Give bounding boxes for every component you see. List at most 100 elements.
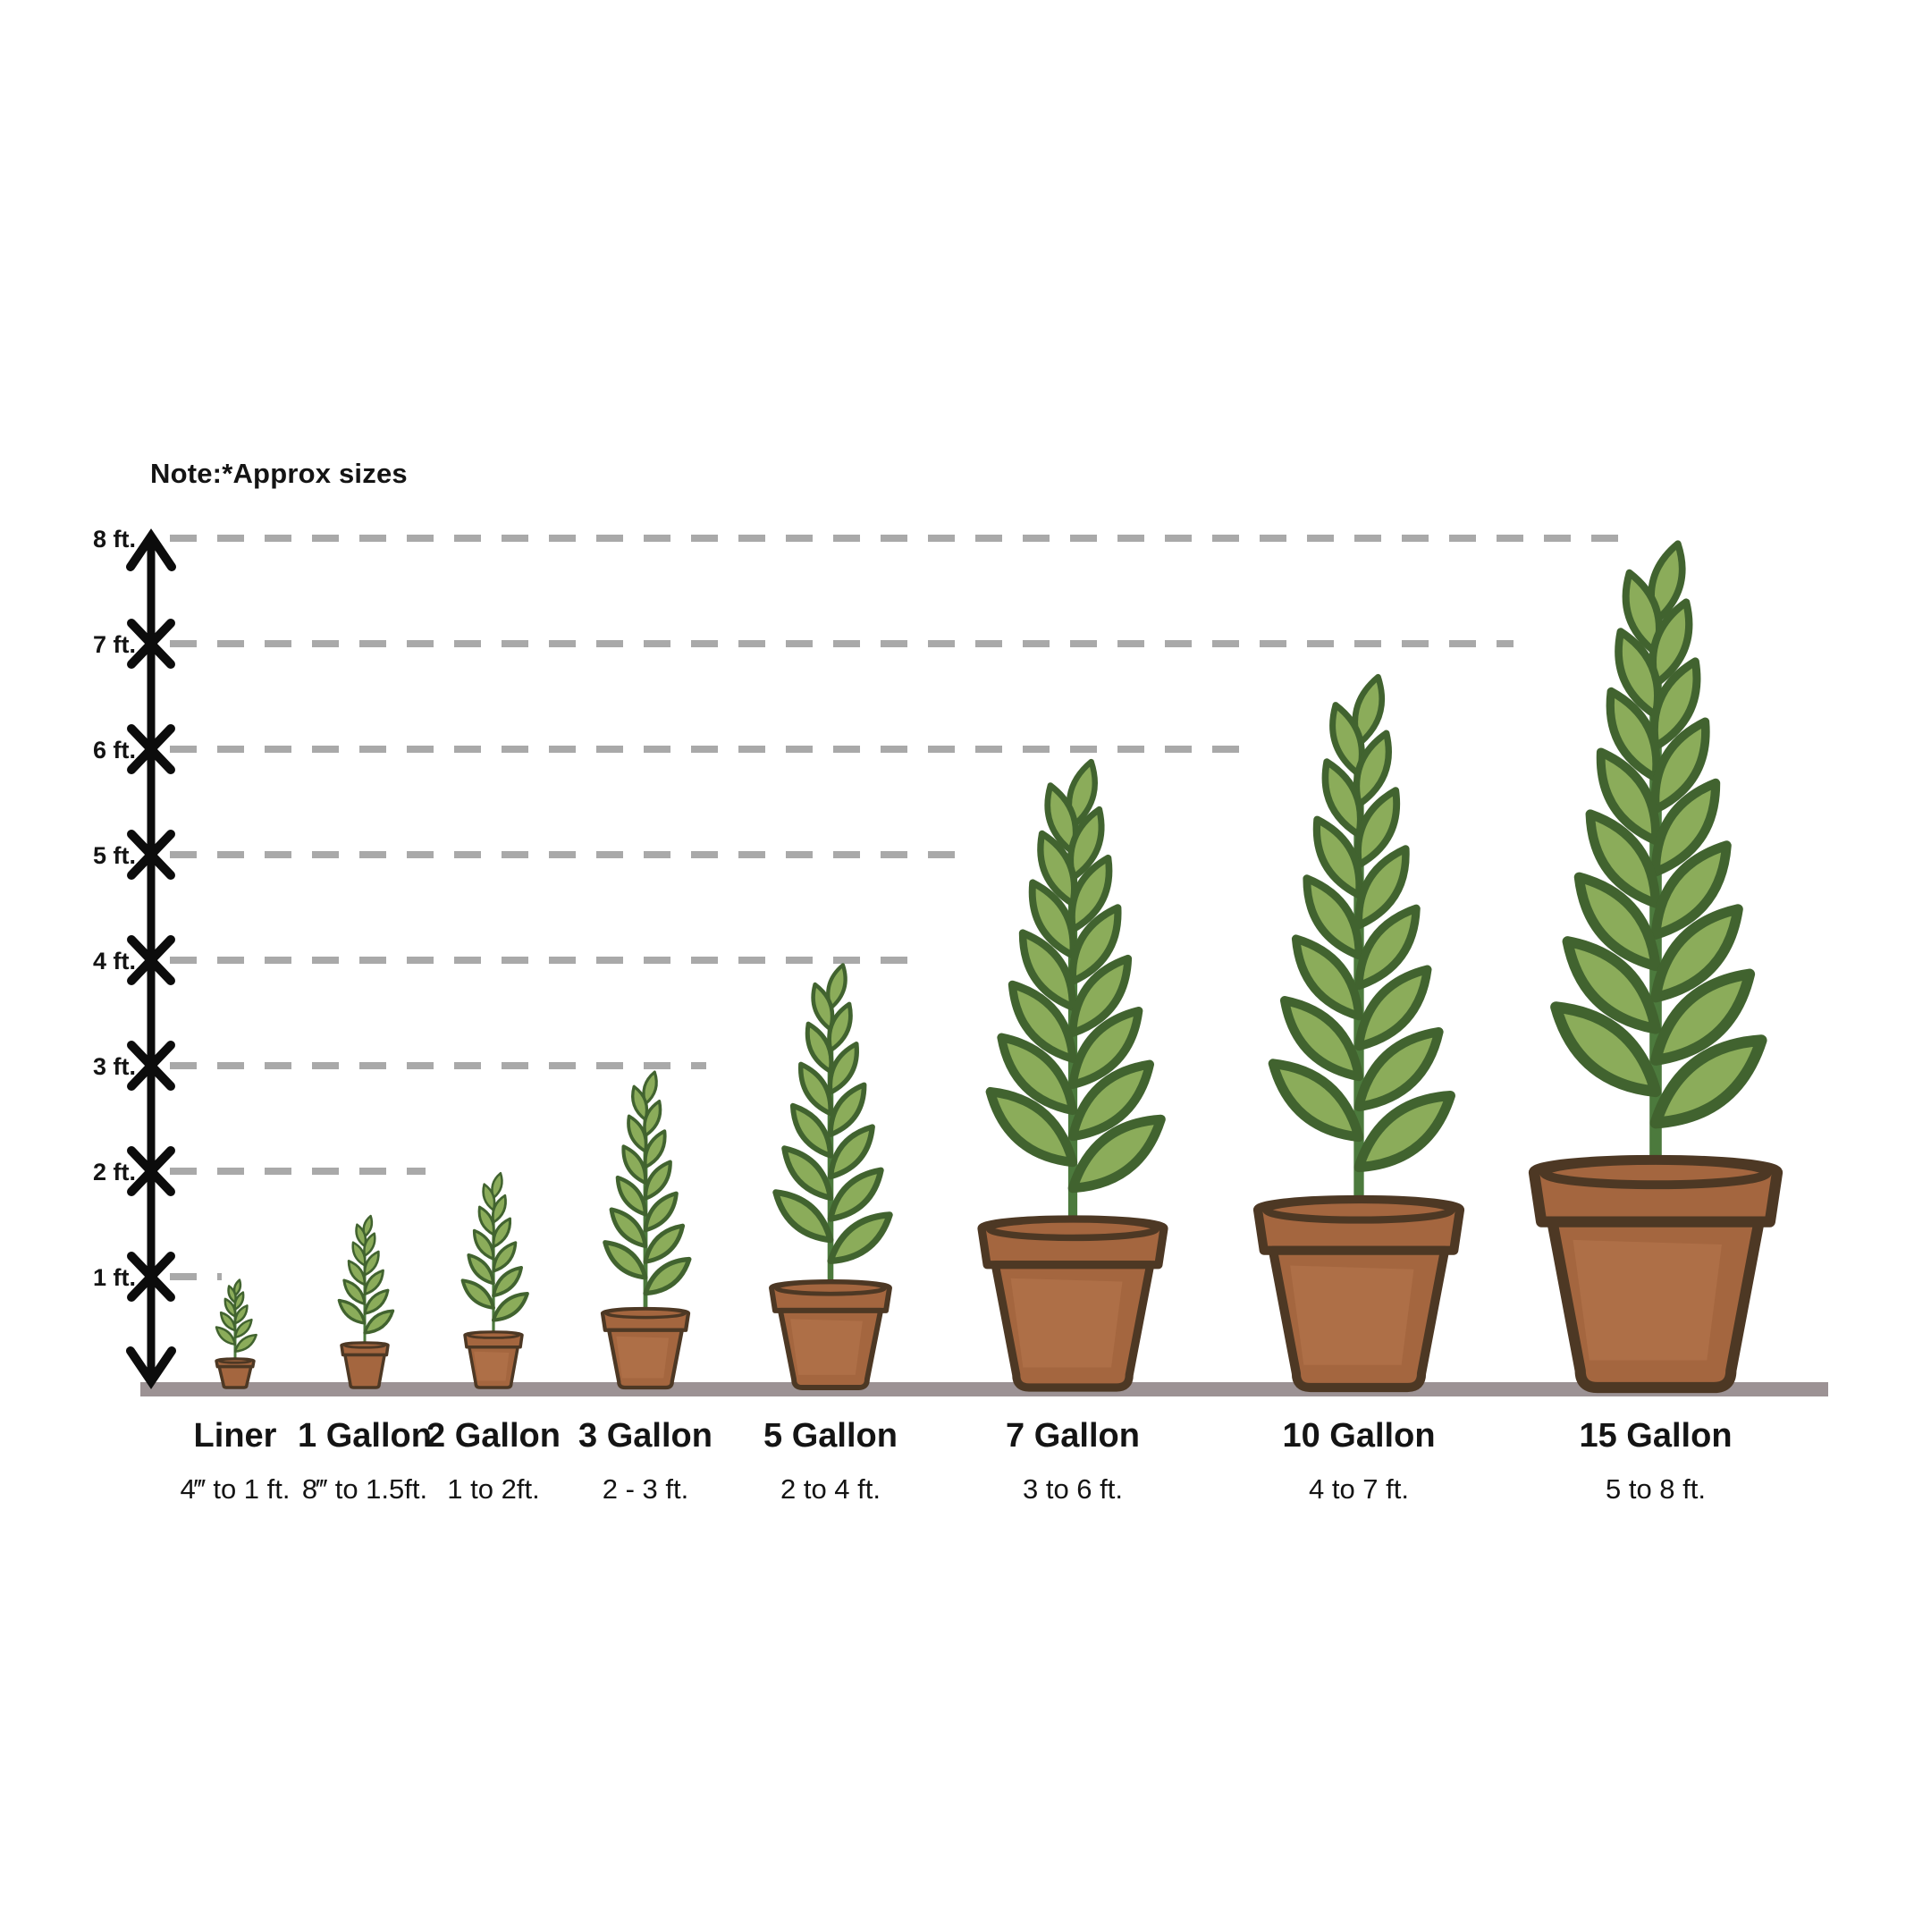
height-axis (126, 528, 176, 1389)
pot (1252, 1194, 1465, 1393)
leaf (1649, 1034, 1767, 1129)
leaf (643, 1256, 692, 1296)
leaf (460, 1278, 495, 1310)
plant-15-gallon (1528, 540, 1783, 1394)
leaf (233, 1333, 257, 1353)
plant-10-gallon (1252, 673, 1465, 1393)
leaf (1321, 758, 1364, 839)
size-range-label: 2 to 4 ft. (780, 1473, 881, 1505)
leaf (1650, 778, 1721, 877)
leaf (1028, 879, 1077, 959)
leaf (1008, 980, 1077, 1063)
leaf (1268, 1059, 1364, 1143)
leaf (355, 1223, 367, 1248)
size-range-label: 4‴ to 1 ft. (181, 1473, 291, 1505)
leaf (223, 1297, 237, 1318)
leaf (827, 1167, 884, 1222)
pot (340, 1341, 390, 1389)
leaf (1615, 628, 1662, 720)
category-label: 10 Gallon (1282, 1417, 1435, 1455)
leaf (1354, 787, 1401, 869)
axis-tick-label: 8 ft. (93, 526, 136, 553)
axis-tick-label: 1 ft. (93, 1264, 136, 1291)
leaf (219, 1311, 237, 1332)
leaf (1067, 1114, 1166, 1194)
category-label: 7 Gallon (1006, 1417, 1140, 1455)
leaf (798, 1061, 833, 1117)
leaf (363, 1250, 380, 1277)
leaf (477, 1205, 495, 1236)
leaf (363, 1232, 376, 1257)
size-range-label: 4 to 7 ft. (1309, 1473, 1409, 1505)
size-range-label: 8‴ to 1.5ft. (302, 1473, 427, 1505)
leaf (1650, 840, 1732, 940)
leaf (789, 1102, 833, 1159)
leaf (342, 1278, 367, 1305)
pot (977, 1215, 1168, 1392)
axis-tick-label: 6 ft. (93, 737, 136, 764)
leaf (621, 1144, 648, 1185)
leaf (1650, 717, 1710, 814)
leaf (337, 1298, 367, 1325)
leaf (827, 1042, 859, 1095)
leaf (1650, 904, 1743, 1003)
leaf (1312, 815, 1363, 899)
leaf (1353, 1026, 1444, 1112)
leaf (363, 1288, 390, 1315)
category-label: 2 Gallon (426, 1417, 561, 1455)
leaf (1044, 782, 1079, 856)
leaf (1606, 687, 1661, 782)
pot (1528, 1154, 1783, 1394)
leaf (1303, 874, 1363, 960)
leaf (781, 1145, 834, 1202)
leaf (233, 1304, 249, 1325)
leaf (603, 1240, 648, 1280)
leaf (1068, 1006, 1143, 1090)
leaf (1067, 806, 1105, 882)
category-label: 5 Gallon (763, 1417, 898, 1455)
size-range-label: 1 to 2ft. (447, 1473, 539, 1505)
pot (769, 1279, 892, 1390)
leaf (997, 1033, 1077, 1116)
leaf (827, 1001, 853, 1053)
leaf (631, 1084, 649, 1122)
plant-7-gallon (977, 758, 1168, 1392)
leaf (472, 1228, 495, 1261)
leaf (827, 1124, 875, 1180)
leaf (1585, 809, 1661, 908)
leaf (609, 1207, 648, 1249)
leaf (1562, 936, 1661, 1034)
leaf (363, 1309, 395, 1335)
leaf (492, 1217, 512, 1249)
leaf (805, 1021, 834, 1074)
leaf (347, 1260, 367, 1287)
category-label: 15 Gallon (1579, 1417, 1732, 1455)
leaf (642, 1070, 658, 1106)
plant-5-gallon (769, 963, 893, 1390)
leaf (492, 1241, 518, 1273)
leaf (1018, 929, 1077, 1011)
leaf (811, 982, 835, 1032)
category-label: 3 Gallon (578, 1417, 713, 1455)
leaf (1622, 569, 1663, 656)
axis-tick-label: 4 ft. (93, 948, 136, 974)
leaf (1353, 1091, 1455, 1173)
leaf (492, 1266, 523, 1298)
leaf (1291, 934, 1363, 1021)
leaf (1550, 1001, 1662, 1098)
category-label: 1 Gallon (298, 1417, 432, 1455)
leaf (233, 1318, 253, 1339)
leaf (643, 1191, 679, 1233)
leaf (227, 1285, 237, 1303)
axis-tick-label: 2 ft. (93, 1159, 136, 1185)
leaf (351, 1241, 367, 1267)
leaf (1573, 872, 1661, 972)
leaf (1649, 657, 1701, 751)
pot (463, 1330, 524, 1389)
axis-tick-label: 5 ft. (93, 842, 136, 869)
leaf (643, 1129, 667, 1169)
leaf (615, 1175, 648, 1217)
pot (215, 1357, 256, 1389)
